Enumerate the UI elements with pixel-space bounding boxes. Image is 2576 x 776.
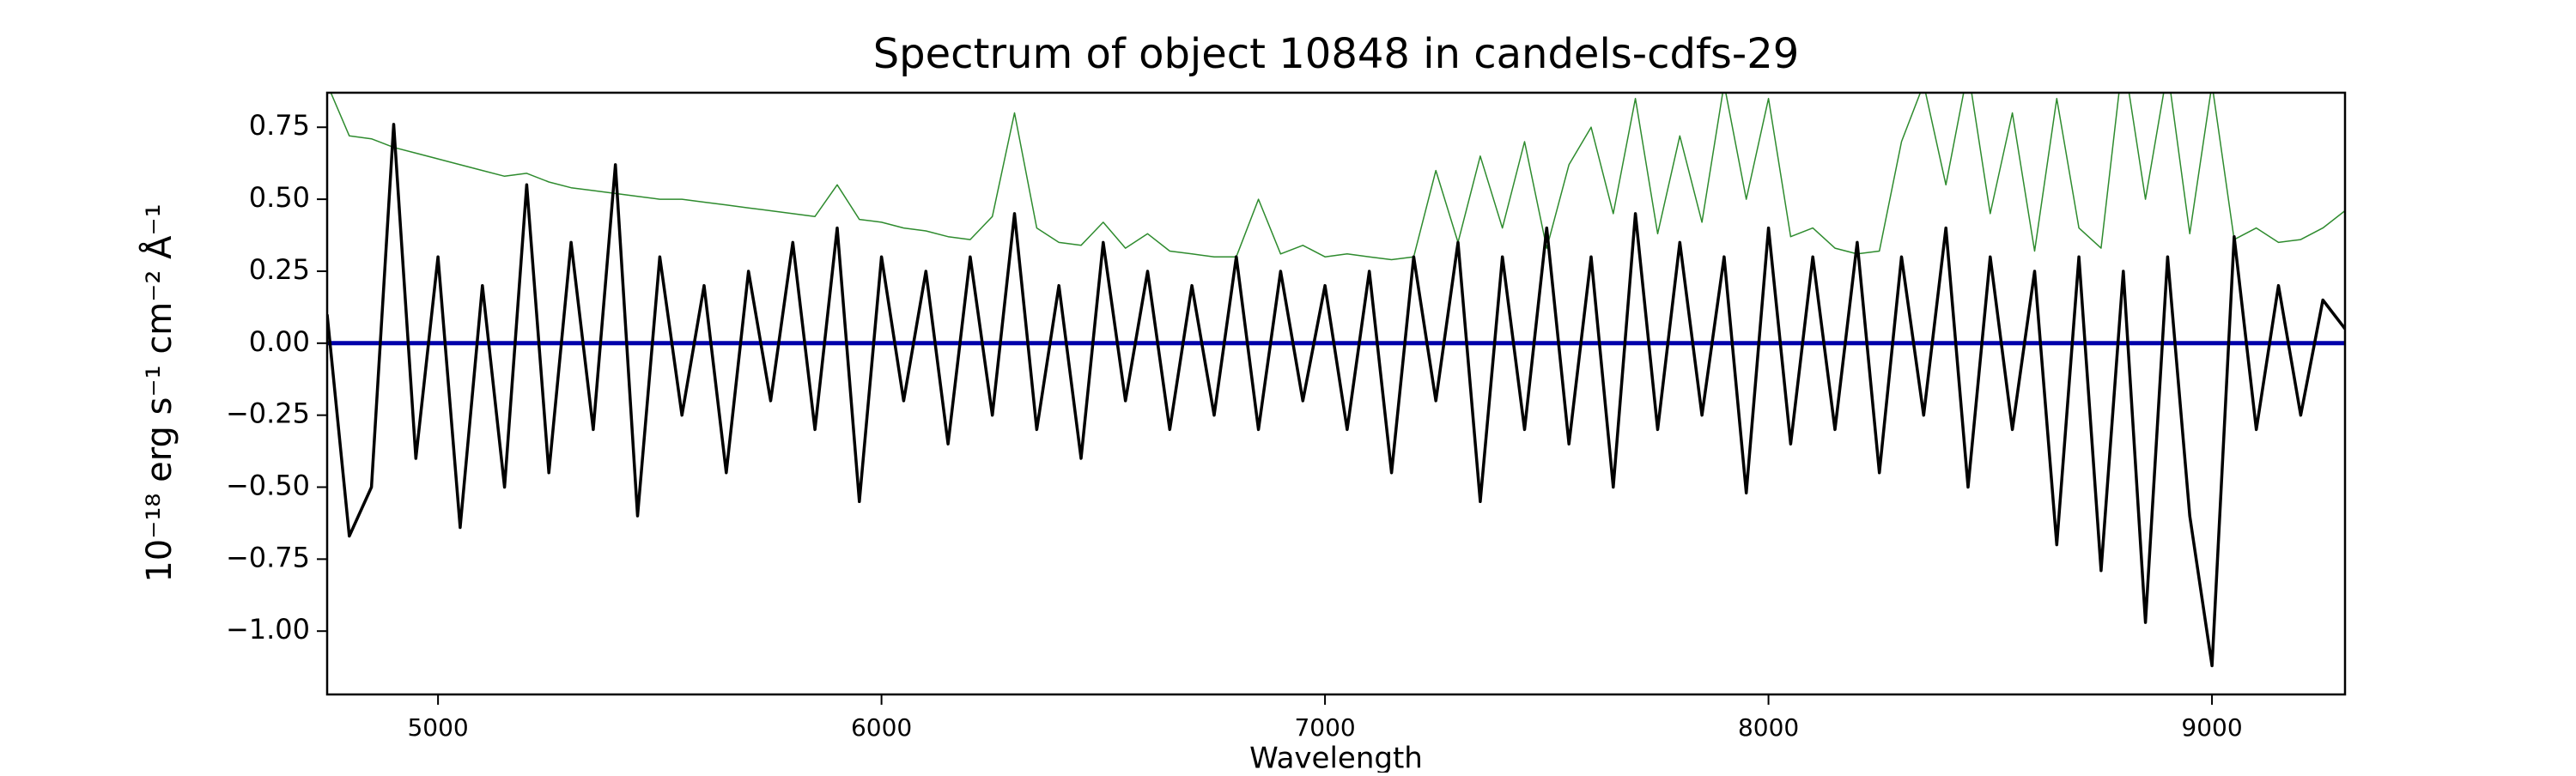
plot-frame (325, 91, 2347, 696)
y-tick-label: 0.25 (249, 253, 310, 286)
y-tick-label: 0.00 (249, 325, 310, 358)
y-tick-label: −0.25 (226, 397, 310, 430)
x-tick-label: 5000 (407, 713, 468, 742)
y-tick-label: −1.00 (226, 613, 310, 646)
x-tick-label: 8000 (1738, 713, 1799, 742)
x-tick-label: 6000 (851, 713, 912, 742)
y-tick-label: −0.75 (226, 541, 310, 573)
x-axis-label: Wavelength (1249, 742, 1423, 773)
spectrum-line (330, 93, 2345, 261)
y-tick-label: 0.50 (249, 181, 310, 214)
x-tick-label: 9000 (2181, 713, 2242, 742)
y-tick-label: 0.75 (249, 109, 310, 142)
plot-lines (327, 93, 2345, 668)
y-axis-label: 10⁻¹⁸ erg s⁻¹ cm⁻² Å⁻¹ (138, 203, 179, 582)
x-tick-label: 7000 (1294, 713, 1355, 742)
spectrum-line (327, 123, 2345, 668)
y-tick-label: −0.50 (226, 470, 310, 502)
chart-title: Spectrum of object 10848 in candels-cdfs… (873, 30, 1800, 78)
